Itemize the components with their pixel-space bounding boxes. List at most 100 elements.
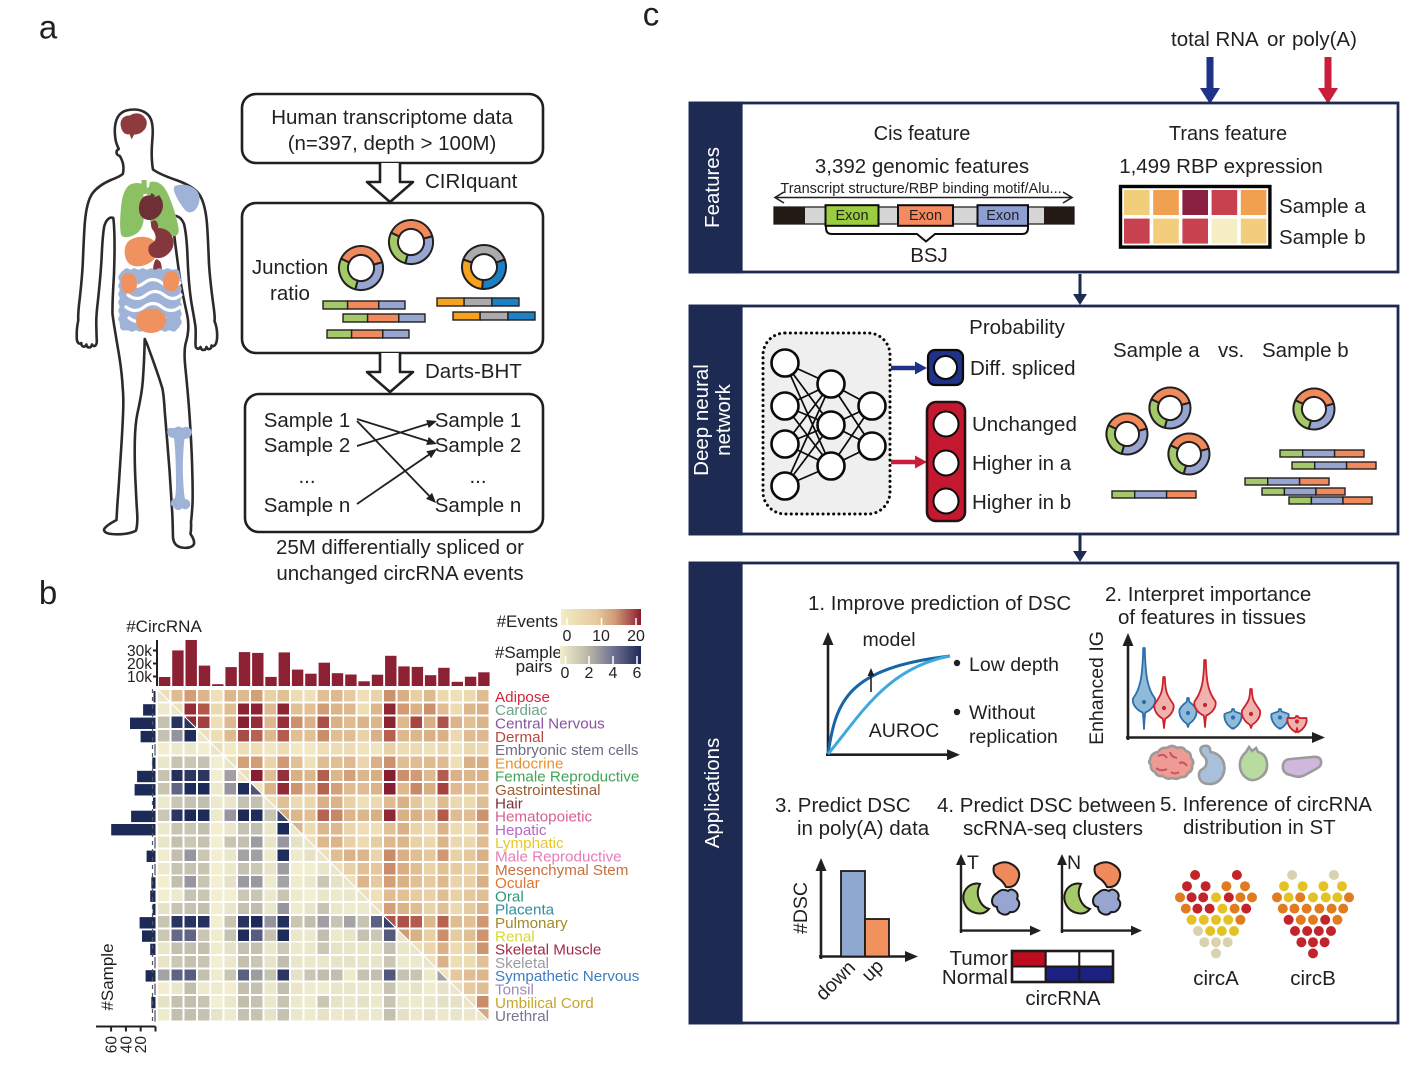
svg-text:Male Reproductive: Male Reproductive <box>495 848 622 865</box>
svg-text:Transcript structure/RBP bindi: Transcript structure/RBP binding motif/A… <box>780 181 1061 197</box>
svg-text:Darts-BHT: Darts-BHT <box>425 360 522 383</box>
svg-text:ratio: ratio <box>270 282 310 305</box>
svg-text:Skeletal: Skeletal <box>495 955 549 972</box>
svg-text:a: a <box>39 9 58 46</box>
svg-text:Sample n: Sample n <box>264 494 351 517</box>
svg-text:3,392 genomic features: 3,392 genomic features <box>815 155 1029 178</box>
svg-text:Higher in a: Higher in a <box>972 452 1072 475</box>
svg-text:Features: Features <box>701 147 724 228</box>
svg-text:Without: Without <box>969 702 1036 724</box>
svg-text:c: c <box>643 0 660 33</box>
svg-text:Tumor: Tumor <box>950 947 1009 970</box>
svg-text:Exon: Exon <box>909 208 942 224</box>
svg-text:Unchanged: Unchanged <box>972 413 1077 436</box>
svg-text:Hair: Hair <box>495 795 523 812</box>
svg-text:Exon: Exon <box>835 208 868 224</box>
svg-text:Hepatic: Hepatic <box>495 822 547 839</box>
svg-text:Oral: Oral <box>495 888 524 905</box>
svg-text:#Events: #Events <box>497 612 558 631</box>
svg-text:Sample 1: Sample 1 <box>435 409 522 432</box>
svg-text:CIRIquant: CIRIquant <box>425 170 518 193</box>
svg-text:Gastrointestinal: Gastrointestinal <box>495 782 601 799</box>
svg-text:Sample b: Sample b <box>1262 339 1349 362</box>
svg-text:6: 6 <box>633 665 642 682</box>
svg-text:#DSC: #DSC <box>790 882 812 934</box>
svg-text:poly(A): poly(A) <box>1292 28 1357 51</box>
svg-text:circA: circA <box>1193 967 1239 990</box>
svg-text:0: 0 <box>561 665 570 682</box>
svg-text:Female Reproductive: Female Reproductive <box>495 769 639 786</box>
svg-text:#Sample: #Sample <box>98 943 117 1010</box>
svg-text:25M differentially spliced or: 25M differentially spliced or <box>276 536 524 559</box>
svg-text:Low depth: Low depth <box>969 654 1059 676</box>
svg-text:Exon: Exon <box>986 208 1019 224</box>
svg-text:Cis feature: Cis feature <box>874 123 971 145</box>
svg-text:Normal: Normal <box>942 966 1008 989</box>
svg-text:Skeletal Muscle: Skeletal Muscle <box>495 942 601 959</box>
svg-text:(n=397, depth > 100M): (n=397, depth > 100M) <box>288 132 497 155</box>
svg-text:Embryonic stem cells: Embryonic stem cells <box>495 742 639 759</box>
svg-text:4: 4 <box>609 665 618 682</box>
svg-text:Sample 1: Sample 1 <box>264 409 351 432</box>
svg-text:vs.: vs. <box>1218 339 1244 362</box>
svg-text:model: model <box>862 629 915 651</box>
svg-text:40: 40 <box>118 1036 135 1054</box>
svg-text:Adipose: Adipose <box>495 689 550 706</box>
svg-text:circRNA: circRNA <box>1025 987 1100 1010</box>
svg-text:Trans feature: Trans feature <box>1169 123 1287 145</box>
svg-text:Central Nervous: Central Nervous <box>495 715 605 732</box>
svg-text:...: ... <box>469 465 486 488</box>
svg-text:Endocrine: Endocrine <box>495 755 563 772</box>
svg-text:4. Predict DSC between: 4. Predict DSC between <box>937 794 1156 817</box>
svg-text:or: or <box>1267 28 1285 51</box>
svg-text:0: 0 <box>563 628 572 645</box>
svg-text:circB: circB <box>1290 967 1336 990</box>
svg-text:of features in tissues: of features in tissues <box>1118 606 1306 629</box>
svg-text:AUROC: AUROC <box>869 720 939 742</box>
svg-text:Applications: Applications <box>701 738 724 849</box>
svg-text:Sample 2: Sample 2 <box>435 434 522 457</box>
svg-text:in poly(A) data: in poly(A) data <box>797 817 930 840</box>
svg-text:1. Improve prediction of DSC: 1. Improve prediction of DSC <box>808 592 1071 615</box>
svg-text:Ocular: Ocular <box>495 875 540 892</box>
svg-text:Umbilical Cord: Umbilical Cord <box>495 995 594 1012</box>
svg-text:2. Interpret importance: 2. Interpret importance <box>1105 583 1311 606</box>
svg-text:20: 20 <box>627 628 645 645</box>
svg-text:Hematopoietic: Hematopoietic <box>495 809 592 826</box>
svg-text:pairs: pairs <box>516 657 553 676</box>
svg-text:10: 10 <box>592 628 610 645</box>
svg-text:Sympathetic Nervous: Sympathetic Nervous <box>495 968 640 985</box>
svg-text:Sample n: Sample n <box>435 494 522 517</box>
svg-text:Probability: Probability <box>969 316 1065 339</box>
svg-text:Mesenchymal Stem: Mesenchymal Stem <box>495 862 628 879</box>
svg-text:#CircRNA: #CircRNA <box>126 617 202 636</box>
svg-text:Urethral: Urethral <box>495 1008 549 1025</box>
svg-text:Cardiac: Cardiac <box>495 702 548 719</box>
svg-text:20: 20 <box>133 1036 150 1054</box>
svg-text:#Sample: #Sample <box>495 643 562 662</box>
svg-text:distribution in ST: distribution in ST <box>1183 816 1336 839</box>
svg-text:Sample b: Sample b <box>1279 226 1366 249</box>
svg-text:60: 60 <box>104 1036 121 1054</box>
svg-text:Placenta: Placenta <box>495 902 555 919</box>
svg-text:30k: 30k <box>127 643 152 660</box>
svg-text:total RNA: total RNA <box>1171 28 1259 51</box>
svg-text:Sample a: Sample a <box>1113 339 1200 362</box>
svg-text:Deep neural: Deep neural <box>690 364 713 476</box>
svg-text:unchanged circRNA events: unchanged circRNA events <box>276 562 523 585</box>
svg-text:20k: 20k <box>127 656 152 673</box>
svg-text:N: N <box>1067 852 1081 874</box>
svg-text:Junction: Junction <box>252 256 328 279</box>
svg-text:2: 2 <box>585 665 594 682</box>
svg-text:T: T <box>967 852 979 874</box>
svg-text:Diff. spliced: Diff. spliced <box>970 357 1076 380</box>
svg-text:Lymphatic: Lymphatic <box>495 835 564 852</box>
svg-text:Tonsil: Tonsil <box>495 981 534 998</box>
svg-text:Sample a: Sample a <box>1279 195 1366 218</box>
svg-text:...: ... <box>298 465 315 488</box>
svg-text:scRNA-seq clusters: scRNA-seq clusters <box>963 817 1143 840</box>
svg-text:Human transcriptome data: Human transcriptome data <box>271 106 513 129</box>
svg-text:Renal: Renal <box>495 928 535 945</box>
svg-text:Sample 2: Sample 2 <box>264 434 351 457</box>
svg-text:Dermal: Dermal <box>495 729 544 746</box>
